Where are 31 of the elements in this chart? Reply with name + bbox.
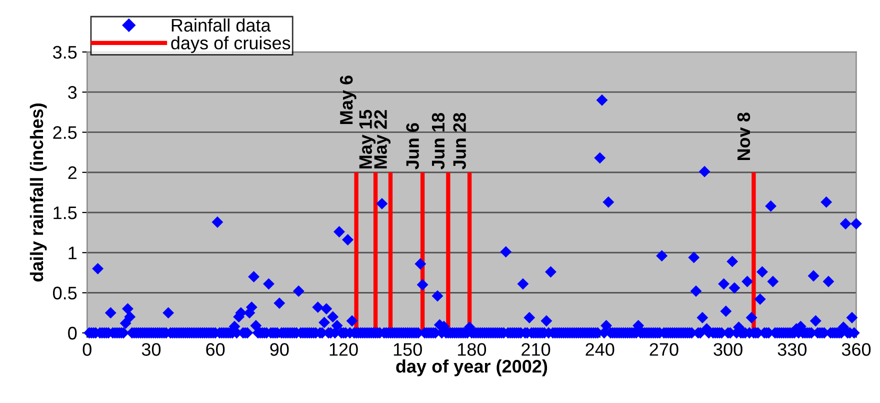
x-tick-label: 150 xyxy=(394,343,422,356)
data-label: Jun 6 xyxy=(406,123,419,170)
y-tick-label: 2 xyxy=(68,166,76,179)
data-label: May 22 xyxy=(374,110,390,168)
x-tick-label: 360 xyxy=(842,343,871,356)
y-tick-label: 2.5 xyxy=(53,126,77,139)
y-axis-title: daily rainfall (inches) xyxy=(30,104,47,282)
legend-label: days of cruises xyxy=(171,36,290,53)
data-label: May 6 xyxy=(340,76,356,124)
x-tick-label: 300 xyxy=(714,343,742,356)
x-tick-label: 30 xyxy=(142,343,161,356)
x-tick-label: 180 xyxy=(458,343,486,356)
x-tick-label: 240 xyxy=(586,343,614,356)
x-tick-label: 210 xyxy=(522,343,550,356)
data-label: Nov 8 xyxy=(737,112,750,160)
x-tick-label: 60 xyxy=(206,343,225,356)
y-tick-label: 3 xyxy=(68,86,77,99)
x-tick-label: 90 xyxy=(270,343,289,356)
y-tick-label: 3.5 xyxy=(52,46,77,59)
y-tick-label: 1 xyxy=(68,246,77,260)
x-tick-label: 0 xyxy=(82,343,92,356)
y-tick-label: 1.5 xyxy=(54,206,77,220)
data-label: Jun 18 xyxy=(432,112,445,170)
x-tick-label: 120 xyxy=(330,343,358,356)
x-axis-title: day of year (2002) xyxy=(396,359,548,376)
data-label: Jun 28 xyxy=(453,112,466,170)
y-tick-label: 0 xyxy=(68,326,77,340)
x-tick-label: 330 xyxy=(778,343,807,356)
legend-label: Rainfall data xyxy=(172,18,271,32)
x-tick-label: 270 xyxy=(650,343,678,356)
y-tick-label: 0.5 xyxy=(53,286,77,300)
